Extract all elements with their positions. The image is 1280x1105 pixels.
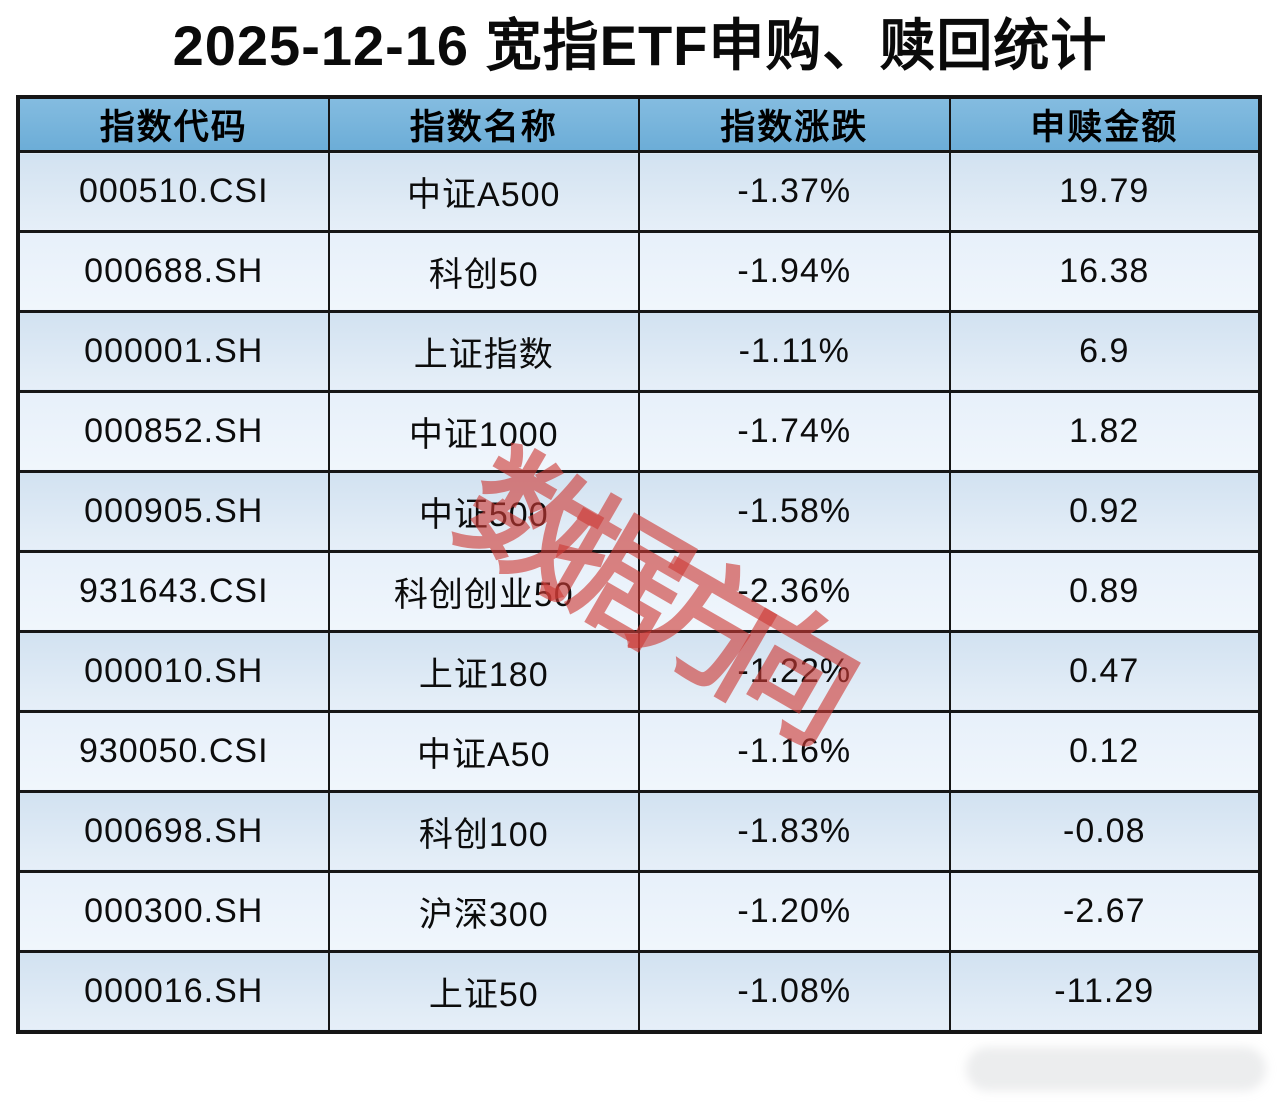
table-cell: 1.82 <box>948 389 1261 473</box>
table-cell: -11.29 <box>948 949 1261 1034</box>
table-cell: 中证A50 <box>327 709 640 793</box>
faint-logo-watermark <box>966 1047 1266 1091</box>
table-cell: 0.89 <box>948 549 1261 633</box>
table-cell: -1.11% <box>638 309 951 393</box>
etf-stats-table: 指数代码 指数名称 指数涨跌 申赎金额 000510.CSI 中证A500 -1.3… <box>16 95 1262 1034</box>
table-cell: -1.08% <box>638 949 951 1034</box>
table-cell: 科创50 <box>327 229 640 313</box>
table-cell: 000300.SH <box>17 869 330 953</box>
table-cell: -1.20% <box>638 869 951 953</box>
table-cell: 000688.SH <box>17 229 330 313</box>
table-cell: 000698.SH <box>17 789 330 873</box>
table-cell: 930050.CSI <box>17 709 330 793</box>
table-row: 931643.CSI 科创创业50 -2.36% 0.89 <box>17 549 1261 633</box>
table-row: 930050.CSI 中证A50 -1.16% 0.12 <box>17 709 1261 793</box>
table-header-row: 指数代码 指数名称 指数涨跌 申赎金额 <box>17 95 1261 153</box>
column-header-index-name: 指数名称 <box>327 95 640 153</box>
table-row: 000001.SH 上证指数 -1.11% 6.9 <box>17 309 1261 393</box>
table-cell: 000510.CSI <box>17 150 330 233</box>
table-cell: 16.38 <box>948 229 1261 313</box>
table-cell: 931643.CSI <box>17 549 330 633</box>
table-cell: 中证1000 <box>327 389 640 473</box>
table-cell: 中证A500 <box>327 150 640 233</box>
table-cell: -0.08 <box>948 789 1261 873</box>
table-body: 000510.CSI 中证A500 -1.37% 19.79 000688.SH 科创50… <box>17 150 1261 1034</box>
table-cell: 上证180 <box>327 629 640 713</box>
column-header-index-code: 指数代码 <box>17 95 330 153</box>
table-row: 000510.CSI 中证A500 -1.37% 19.79 <box>17 150 1261 233</box>
table-cell: -1.58% <box>638 469 951 553</box>
table-cell: -1.22% <box>638 629 951 713</box>
table-cell: 000905.SH <box>17 469 330 553</box>
table-row: 000905.SH 中证500 -1.58% 0.92 <box>17 469 1261 553</box>
table-cell: -1.37% <box>638 150 951 233</box>
table-cell: 6.9 <box>948 309 1261 393</box>
table-row: 000852.SH 中证1000 -1.74% 1.82 <box>17 389 1261 473</box>
table-cell: -1.16% <box>638 709 951 793</box>
table-cell: 19.79 <box>948 150 1261 233</box>
table-cell: 0.47 <box>948 629 1261 713</box>
table-cell: 科创100 <box>327 789 640 873</box>
table-cell: 0.92 <box>948 469 1261 553</box>
table-cell: -2.67 <box>948 869 1261 953</box>
table-cell: 000001.SH <box>17 309 330 393</box>
table-cell: -1.74% <box>638 389 951 473</box>
table-row: 000688.SH 科创50 -1.94% 16.38 <box>17 229 1261 313</box>
table-row: 000698.SH 科创100 -1.83% -0.08 <box>17 789 1261 873</box>
column-header-index-change: 指数涨跌 <box>638 95 951 153</box>
page-title: 2025-12-16 宽指ETF申购、赎回统计 <box>172 14 1108 77</box>
table-cell: 中证500 <box>327 469 640 553</box>
table-cell: -2.36% <box>638 549 951 633</box>
table-cell: 上证50 <box>327 949 640 1034</box>
table-cell: 000852.SH <box>17 389 330 473</box>
table-row: 000016.SH 上证50 -1.08% -11.29 <box>17 949 1261 1034</box>
table-cell: 0.12 <box>948 709 1261 793</box>
table-cell: 000010.SH <box>17 629 330 713</box>
table-row: 000300.SH 沪深300 -1.20% -2.67 <box>17 869 1261 953</box>
table-cell: 上证指数 <box>327 309 640 393</box>
table-cell: -1.83% <box>638 789 951 873</box>
table-cell: 科创创业50 <box>327 549 640 633</box>
table-header: 指数代码 指数名称 指数涨跌 申赎金额 <box>17 95 1261 153</box>
column-header-subscription-amount: 申赎金额 <box>948 95 1261 153</box>
table-row: 000010.SH 上证180 -1.22% 0.47 <box>17 629 1261 713</box>
table-cell: -1.94% <box>638 229 951 313</box>
table-cell: 000016.SH <box>17 949 330 1034</box>
table-cell: 沪深300 <box>327 869 640 953</box>
